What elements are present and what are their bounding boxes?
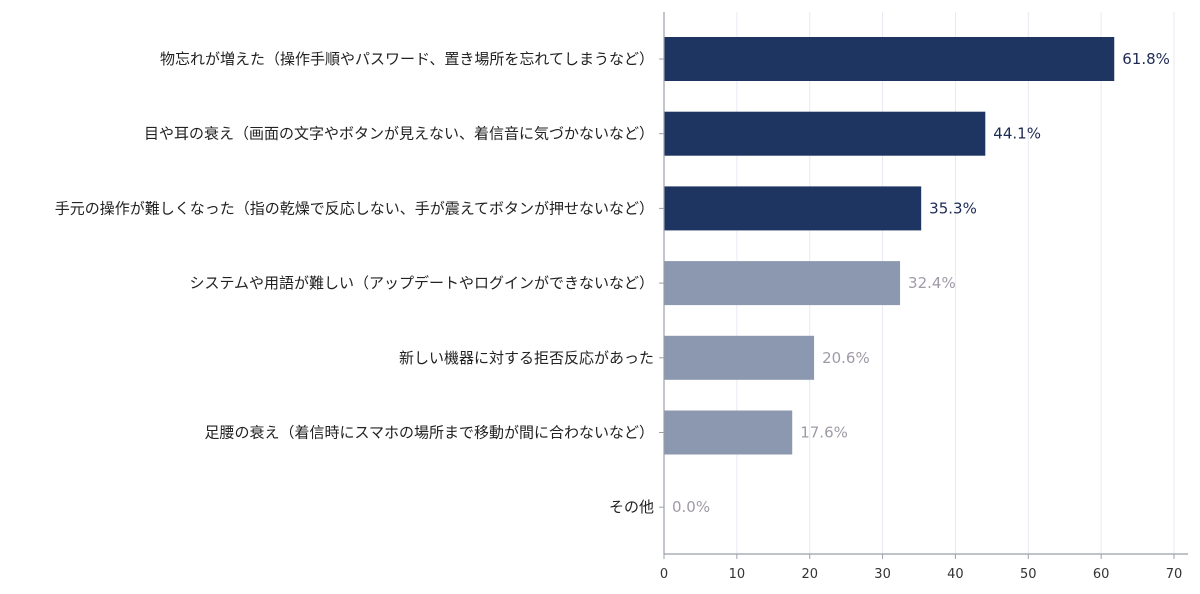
x-tick-label: 70 (1166, 567, 1183, 582)
x-tick-label: 50 (1020, 567, 1037, 582)
category-label: システムや用語が難しい（アップデートやログインができないなど） (189, 274, 654, 292)
bar (664, 186, 922, 231)
x-tick-label: 40 (947, 567, 964, 582)
value-label: 32.4% (908, 274, 956, 292)
x-tick-label: 60 (1093, 567, 1110, 582)
value-label: 44.1% (993, 125, 1041, 143)
value-label: 20.6% (822, 349, 870, 367)
bar (664, 410, 793, 455)
category-label: 手元の操作が難しくなった（指の乾燥で反応しない、手が震えてボタンが押せないなど） (55, 199, 654, 217)
value-label: 61.8% (1122, 50, 1170, 68)
axes (659, 12, 1188, 559)
category-label: 新しい機器に対する拒否反応があった (399, 349, 654, 367)
category-label: 目や耳の衰え（画面の文字やボタンが見えない、着信音に気づかないなど） (144, 125, 654, 143)
value-label: 35.3% (929, 199, 977, 217)
category-label: その他 (609, 498, 654, 516)
labels: 0 10 20 30 40 50 60 70 物忘れが増えた（操作手順やパスワード、置き場所を忘… (55, 50, 1183, 582)
value-label: 0.0% (672, 498, 710, 516)
value-label: 17.6% (800, 424, 848, 442)
bars (664, 37, 1115, 455)
bar (664, 261, 901, 306)
category-label: 足腰の衰え（着信時にスマホの場所まで移動が間に合わないなど） (204, 424, 654, 442)
x-tick-label: 30 (874, 567, 891, 582)
bar (664, 111, 986, 156)
bar (664, 335, 815, 380)
x-tick-label: 20 (801, 567, 818, 582)
x-tick-label: 10 (729, 567, 746, 582)
category-label: 物忘れが増えた（操作手順やパスワード、置き場所を忘れてしまうなど） (160, 50, 654, 68)
x-tick-label: 0 (660, 567, 668, 582)
bar (664, 37, 1115, 81)
